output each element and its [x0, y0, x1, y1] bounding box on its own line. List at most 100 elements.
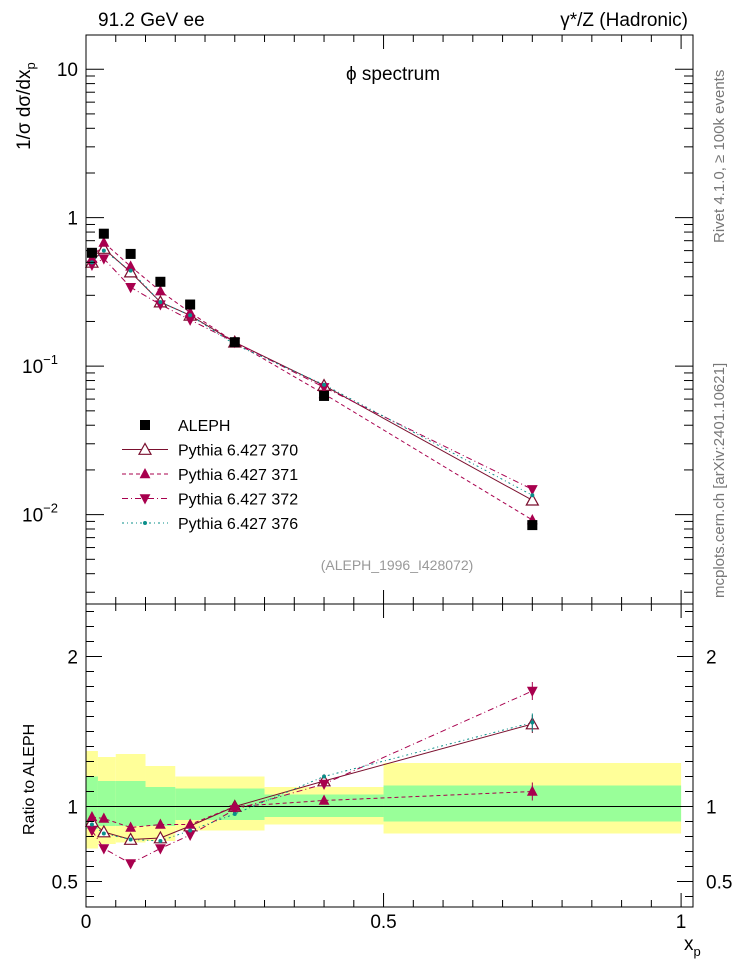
ratio-point-s371 [318, 794, 330, 805]
series-point-s376 [128, 268, 133, 273]
y-tick-label-base: 10 [22, 506, 43, 527]
y-tick-label: 10−1 [22, 352, 58, 378]
main-plot-content [84, 228, 540, 531]
series-line-s371 [91, 241, 533, 521]
ratio-point-s376 [232, 812, 237, 816]
data-point [86, 247, 97, 258]
series-point-s370 [96, 241, 111, 254]
data-point [125, 248, 136, 259]
y-tick-label: 10 [57, 60, 78, 81]
ratio-plot-content [84, 682, 693, 870]
ratio-panel: 0 0.5 12 21 10.5 0.5 Ratio to ALEPH [21, 603, 732, 933]
series-point-s372 [184, 315, 196, 326]
ratio-y-tick-label-right: 1 [706, 798, 717, 819]
data-point [527, 520, 538, 531]
ratio-y-tick-label: 0.5 [52, 873, 78, 894]
data-point [229, 337, 240, 348]
ratio-point-s376 [158, 839, 163, 843]
ratio-y-tick-label: 1 [67, 798, 78, 819]
series-point-s371 [125, 260, 137, 271]
series-line-s376 [91, 249, 533, 496]
data-point [155, 276, 166, 287]
y-tick-label-base: 10 [22, 357, 43, 378]
ratio-line-s371 [91, 791, 533, 829]
process-label: γ*/Z (Hadronic) [560, 10, 688, 31]
data-point [319, 390, 330, 401]
series-point-s372 [125, 283, 137, 294]
ratio-point-s372 [98, 844, 110, 855]
series-point-s376 [188, 313, 193, 318]
legend-marker-data [140, 420, 150, 430]
ratio-point-s372 [154, 844, 166, 855]
ratio-point-s376 [101, 831, 106, 836]
ratio-point-s370 [96, 824, 111, 838]
x-tick-label: 0 [81, 912, 92, 933]
ratio-y-tick-label-right: 2 [706, 648, 717, 669]
ratio-point-s372 [86, 826, 98, 837]
ratio-ticks: 0 0.5 12 21 10.5 0.5 [52, 604, 732, 933]
legend-marker-s372 [139, 494, 151, 505]
series-point-s376 [101, 248, 106, 253]
x-tick-label: 1 [676, 912, 687, 933]
legend: ALEPH Pythia 6.427 370 Pythia 6.427 371 Pyt… [122, 418, 298, 533]
main-y-axis-label-sub: p [23, 62, 38, 69]
series-point-s372 [318, 383, 330, 394]
series-point-s376 [322, 382, 327, 387]
series-point-s372 [86, 260, 98, 272]
x-axis-label: xp [684, 934, 701, 959]
legend-label-s371: Pythia 6.427 371 [178, 467, 298, 484]
x-axis-label-sub: p [694, 944, 701, 959]
ratio-y-axis-label: Ratio to ALEPH [21, 724, 38, 835]
legend-label-s372: Pythia 6.427 372 [178, 492, 298, 509]
legend-label-s376: Pythia 6.427 376 [178, 516, 298, 533]
ratio-band-inner [175, 788, 265, 820]
series-point-s372 [154, 300, 166, 311]
ratio-band-inner [86, 776, 98, 829]
y-tick-label: 10−2 [22, 501, 58, 527]
data-point [185, 299, 196, 310]
series-point-s370 [525, 492, 540, 506]
legend-marker-s370 [137, 442, 153, 455]
y-tick-label-exp: −2 [43, 501, 58, 516]
series-point-s376 [158, 300, 163, 305]
ratio-point-s371 [98, 812, 110, 823]
ratio-point-s376 [128, 837, 133, 842]
rivet-label: Rivet 4.1.0, ≥ 100k events [711, 70, 728, 243]
series-point-s372 [526, 485, 538, 496]
ratio-point-s372 [125, 859, 137, 870]
ratio-frame [85, 603, 694, 908]
ratio-point-s371 [154, 818, 166, 829]
energy-label: 91.2 GeV ee [98, 10, 205, 31]
x-axis-label-text: x [684, 934, 694, 955]
series-point-s371 [98, 236, 110, 247]
ratio-point-s371 [184, 818, 196, 829]
ratio-point-s371 [125, 821, 137, 832]
ratio-point-s372 [184, 830, 196, 841]
plot-title: ϕ spectrum [346, 64, 440, 85]
legend-marker-s371 [139, 468, 151, 479]
ratio-band-inner [115, 781, 146, 826]
legend-label-data: ALEPH [178, 418, 230, 435]
ratio-y-tick-label: 2 [67, 648, 78, 669]
ratio-point-s372 [318, 779, 330, 790]
y-tick-label-exp: −1 [43, 352, 58, 367]
ratio-band-inner [97, 781, 116, 826]
ratio-line-s372 [91, 690, 533, 865]
series-point-s372 [98, 254, 110, 265]
mcplots-label: mcplots.cern.ch [arXiv:2401.10621] [711, 363, 728, 598]
series-point-s371 [184, 306, 196, 317]
legend-marker-s376 [143, 521, 147, 525]
y-tick-label: 1 [67, 209, 78, 230]
analysis-label: (ALEPH_1996_I428072) [321, 557, 474, 573]
main-y-axis-label: 1/σ dσ/dxp [14, 62, 38, 150]
legend-label-s370: Pythia 6.427 370 [178, 443, 298, 460]
series-point-s371 [154, 285, 166, 296]
x-tick-label: 0.5 [370, 912, 396, 933]
ratio-y-tick-label-right: 0.5 [706, 873, 732, 894]
ratio-point-s376 [188, 828, 193, 833]
ratio-point-s376 [322, 774, 327, 779]
ratio-point-s376 [89, 822, 94, 827]
